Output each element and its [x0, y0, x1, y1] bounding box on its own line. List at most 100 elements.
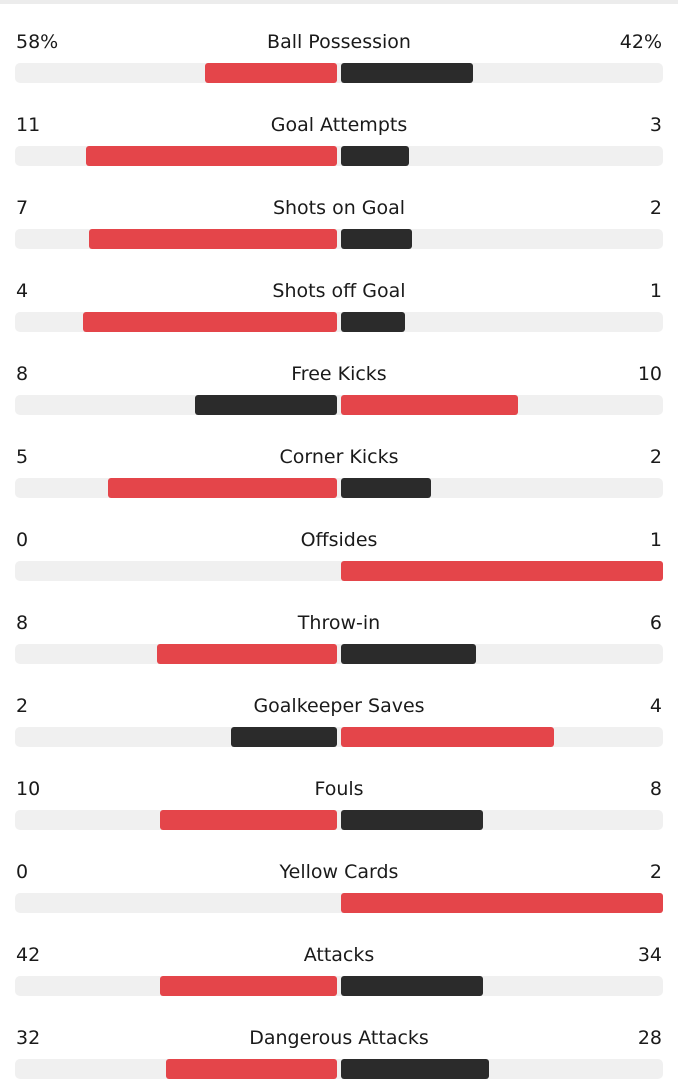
- home-value: 0: [16, 861, 29, 883]
- stat-header: 10 Fouls 8: [16, 777, 662, 801]
- stat-header: 0 Offsides 1: [16, 528, 662, 552]
- stat-label: Goal Attempts: [270, 114, 408, 136]
- stat-label: Free Kicks: [291, 363, 387, 385]
- stat-row-shots-off-goal: 4 Shots off Goal 1: [0, 263, 678, 332]
- home-bar: [83, 312, 337, 332]
- home-value: 8: [16, 363, 29, 385]
- stat-bar-track: [15, 644, 663, 664]
- stat-row-dangerous-attacks: 32 Dangerous Attacks 28: [0, 1010, 678, 1079]
- stat-bar-track: [15, 810, 663, 830]
- away-bar: [341, 893, 663, 913]
- stat-label: Dangerous Attacks: [249, 1027, 429, 1049]
- stat-bar-track: [15, 976, 663, 996]
- home-bar: [160, 976, 337, 996]
- home-bar: [160, 810, 337, 830]
- stat-bar-track: [15, 229, 663, 249]
- away-value: 2: [649, 197, 662, 219]
- stat-bar-track: [15, 727, 663, 747]
- away-bar: [341, 1059, 489, 1079]
- home-bar: [166, 1059, 337, 1079]
- stat-row-goalkeeper-saves: 2 Goalkeeper Saves 4: [0, 678, 678, 747]
- away-value: 34: [637, 944, 662, 966]
- stat-row-fouls: 10 Fouls 8: [0, 761, 678, 830]
- stat-header: 7 Shots on Goal 2: [16, 196, 662, 220]
- stat-label: Yellow Cards: [279, 861, 399, 883]
- stat-bar-track: [15, 146, 663, 166]
- stat-header: 42 Attacks 34: [16, 943, 662, 967]
- away-value: 2: [649, 446, 662, 468]
- stat-label: Shots on Goal: [272, 197, 406, 219]
- away-value: 28: [637, 1027, 662, 1049]
- stat-row-shots-on-goal: 7 Shots on Goal 2: [0, 180, 678, 249]
- home-value: 4: [16, 280, 29, 302]
- home-value: 7: [16, 197, 29, 219]
- home-value: 2: [16, 695, 29, 717]
- away-bar: [341, 727, 554, 747]
- away-value: 1: [649, 529, 662, 551]
- stat-bar-track: [15, 478, 663, 498]
- home-value: 11: [16, 114, 41, 136]
- stat-row-corner-kicks: 5 Corner Kicks 2: [0, 429, 678, 498]
- away-value: 8: [649, 778, 662, 800]
- stat-row-goal-attempts: 11 Goal Attempts 3: [0, 97, 678, 166]
- stat-label: Throw-in: [297, 612, 381, 634]
- home-value: 0: [16, 529, 29, 551]
- away-value: 2: [649, 861, 662, 883]
- home-bar: [195, 395, 337, 415]
- home-value: 5: [16, 446, 29, 468]
- away-value: 10: [637, 363, 662, 385]
- stat-row-free-kicks: 8 Free Kicks 10: [0, 346, 678, 415]
- stat-label: Corner Kicks: [279, 446, 399, 468]
- away-bar: [341, 229, 412, 249]
- stat-header: 0 Yellow Cards 2: [16, 860, 662, 884]
- stat-bar-track: [15, 395, 663, 415]
- away-value: 6: [649, 612, 662, 634]
- stat-bar-track: [15, 312, 663, 332]
- stat-row-ball-possession: 58% Ball Possession 42%: [0, 14, 678, 83]
- away-value: 1: [649, 280, 662, 302]
- home-bar: [89, 229, 337, 249]
- stat-header: 58% Ball Possession 42%: [16, 30, 662, 54]
- stat-header: 11 Goal Attempts 3: [16, 113, 662, 137]
- stat-header: 8 Throw-in 6: [16, 611, 662, 635]
- stat-header: 5 Corner Kicks 2: [16, 445, 662, 469]
- away-bar: [341, 976, 483, 996]
- away-bar: [341, 63, 473, 83]
- home-value: 58%: [16, 31, 59, 53]
- stat-label: Goalkeeper Saves: [253, 695, 425, 717]
- stat-label: Shots off Goal: [272, 280, 406, 302]
- stat-bar-track: [15, 63, 663, 83]
- away-value: 3: [649, 114, 662, 136]
- away-value: 4: [649, 695, 662, 717]
- stat-row-throw-in: 8 Throw-in 6: [0, 595, 678, 664]
- home-bar: [157, 644, 337, 664]
- away-bar: [341, 312, 405, 332]
- stat-label: Fouls: [314, 778, 364, 800]
- stat-header: 32 Dangerous Attacks 28: [16, 1026, 662, 1050]
- stat-header: 8 Free Kicks 10: [16, 362, 662, 386]
- home-bar: [86, 146, 337, 166]
- away-bar: [341, 478, 431, 498]
- away-bar: [341, 810, 483, 830]
- away-bar: [341, 644, 476, 664]
- home-value: 8: [16, 612, 29, 634]
- home-bar: [205, 63, 337, 83]
- stat-row-attacks: 42 Attacks 34: [0, 927, 678, 996]
- stat-label: Ball Possession: [267, 31, 411, 53]
- stat-header: 4 Shots off Goal 1: [16, 279, 662, 303]
- stat-header: 2 Goalkeeper Saves 4: [16, 694, 662, 718]
- stat-bar-track: [15, 1059, 663, 1079]
- stat-label: Offsides: [300, 529, 378, 551]
- home-bar: [231, 727, 337, 747]
- home-value: 10: [16, 778, 41, 800]
- away-bar: [341, 395, 518, 415]
- home-value: 32: [16, 1027, 41, 1049]
- stat-label: Attacks: [303, 944, 375, 966]
- away-bar: [341, 146, 409, 166]
- top-divider: [0, 0, 678, 4]
- away-value: 42%: [619, 31, 662, 53]
- home-bar: [108, 478, 337, 498]
- stat-row-yellow-cards: 0 Yellow Cards 2: [0, 844, 678, 913]
- home-value: 42: [16, 944, 41, 966]
- stat-row-offsides: 0 Offsides 1: [0, 512, 678, 581]
